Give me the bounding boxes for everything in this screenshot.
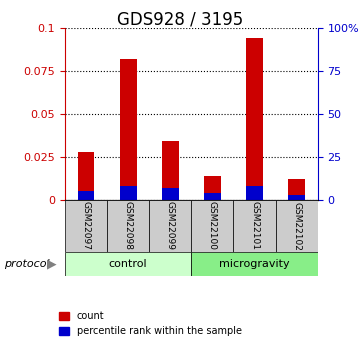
Text: GSM22100: GSM22100 — [208, 201, 217, 250]
FancyBboxPatch shape — [234, 200, 275, 252]
Text: microgravity: microgravity — [219, 259, 290, 269]
FancyBboxPatch shape — [149, 200, 191, 252]
FancyBboxPatch shape — [191, 252, 318, 276]
Bar — [78, 191, 95, 200]
Legend: count, percentile rank within the sample: count, percentile rank within the sample — [55, 307, 246, 340]
Bar — [120, 59, 136, 200]
Text: GSM22101: GSM22101 — [250, 201, 259, 250]
Bar — [204, 193, 221, 200]
Bar — [162, 188, 179, 200]
Bar — [246, 186, 263, 200]
Text: GSM22098: GSM22098 — [124, 201, 132, 250]
Text: control: control — [109, 259, 147, 269]
Bar — [288, 179, 305, 200]
Bar — [78, 152, 95, 200]
Text: GDS928 / 3195: GDS928 / 3195 — [117, 10, 244, 28]
FancyBboxPatch shape — [191, 200, 234, 252]
FancyBboxPatch shape — [107, 200, 149, 252]
Bar — [204, 176, 221, 200]
FancyBboxPatch shape — [65, 200, 107, 252]
Text: GSM22097: GSM22097 — [82, 201, 91, 250]
Text: ▶: ▶ — [47, 257, 57, 270]
Bar — [162, 141, 179, 200]
Bar — [120, 186, 136, 200]
Bar — [288, 195, 305, 200]
FancyBboxPatch shape — [275, 200, 318, 252]
Bar — [246, 38, 263, 200]
FancyBboxPatch shape — [65, 252, 191, 276]
Text: GSM22099: GSM22099 — [166, 201, 175, 250]
Text: protocol: protocol — [4, 259, 49, 269]
Text: GSM22102: GSM22102 — [292, 201, 301, 250]
